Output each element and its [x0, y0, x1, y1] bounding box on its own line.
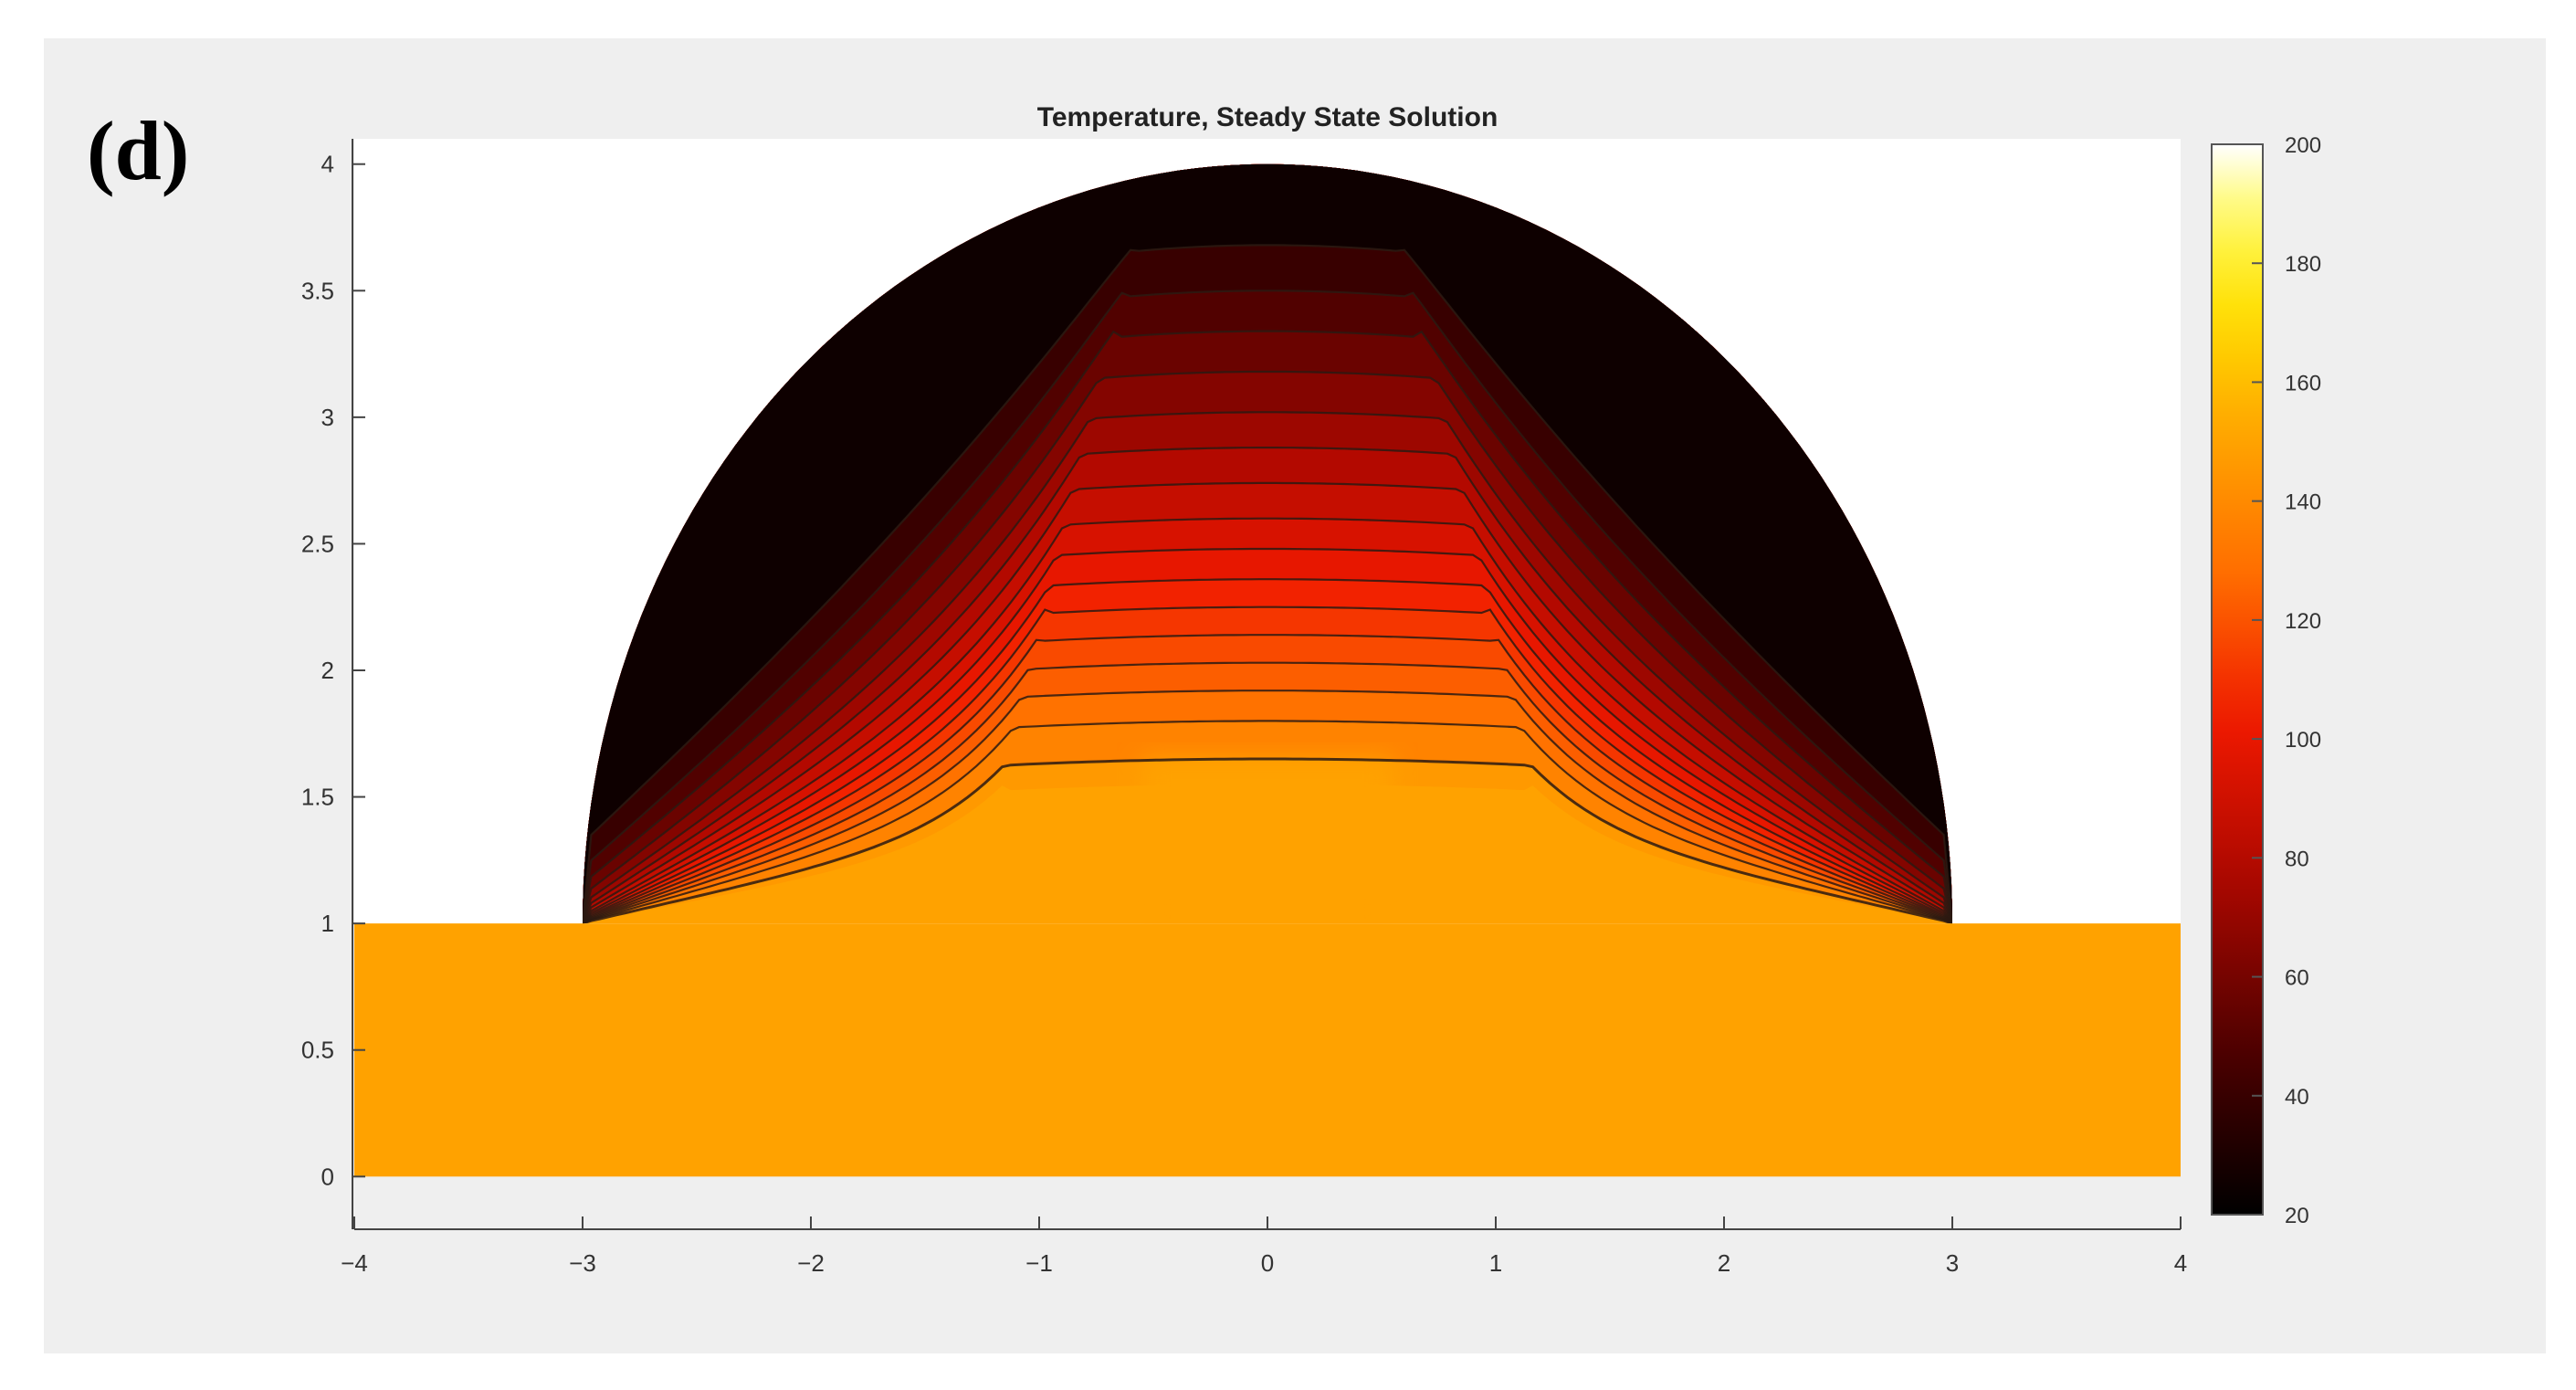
y-tick-label: 0	[321, 1163, 334, 1190]
x-tick-label: −2	[797, 1249, 825, 1277]
x-tick-label: 1	[1489, 1249, 1502, 1277]
chart-title: Temperature, Steady State Solution	[1037, 102, 1498, 132]
colorbar-tick-label: 200	[2285, 133, 2321, 158]
colorbar-tick-label: 60	[2285, 966, 2309, 991]
contour-line	[583, 370, 1952, 924]
contour-line	[583, 720, 1952, 924]
x-tick-label: −4	[341, 1249, 368, 1277]
y-tick-label: 0.5	[301, 1037, 334, 1064]
contour-line	[583, 517, 1952, 924]
colorbar-tick-label: 40	[2285, 1085, 2309, 1110]
panel-label: (d)	[87, 104, 190, 197]
field-band	[583, 163, 1952, 924]
y-tick-label: 2	[321, 657, 334, 684]
x-tick-label: −3	[569, 1249, 596, 1277]
plot-layer	[354, 163, 2181, 1177]
y-tick-label: 3	[321, 404, 334, 431]
contour-line	[583, 690, 1952, 924]
x-tick-label: −1	[1025, 1249, 1053, 1277]
contour-line	[583, 411, 1952, 924]
contour-line	[583, 330, 1952, 924]
contour-line	[583, 547, 1952, 924]
y-tick-label: 4	[321, 151, 334, 178]
x-tick-label: 0	[1261, 1249, 1274, 1277]
axes-layer: −4 −3 −2 −1 0 1 2 3 4 0 0.5 1 1.5 2 2.5 3 3.5 4	[301, 139, 2187, 1277]
x-tick-label: 2	[1718, 1249, 1730, 1277]
colorbar: 20 40 60 80 100 120 140 160 180 200	[2211, 133, 2321, 1228]
colorbar-tick-label: 160	[2285, 371, 2321, 395]
y-tick-label: 2.5	[301, 530, 334, 557]
contour-line	[583, 757, 1952, 924]
contour-lines	[583, 244, 1952, 924]
heat-source	[1141, 759, 1393, 924]
contour-line	[583, 661, 1952, 924]
contour-line	[583, 290, 1952, 924]
colorbar-tick-label: 120	[2285, 609, 2321, 634]
base-slab	[354, 923, 2181, 1177]
colorbar-tick-label: 80	[2285, 847, 2309, 871]
colorbar-tick-label: 100	[2285, 728, 2321, 753]
y-tick-label: 3.5	[301, 277, 334, 304]
contour-line	[583, 244, 1952, 924]
x-tick-label: 4	[2174, 1249, 2187, 1277]
colorbar-bar	[2211, 143, 2264, 1216]
y-tick-label: 1	[321, 910, 334, 937]
colorbar-tick-label: 20	[2285, 1204, 2309, 1228]
contour-line	[583, 634, 1952, 924]
contour-line	[583, 481, 1952, 924]
contour-line	[583, 578, 1952, 924]
contour-line	[583, 447, 1952, 924]
y-tick-label: 1.5	[301, 784, 334, 811]
colorbar-tick-label: 140	[2285, 490, 2321, 515]
x-tick-label: 3	[1946, 1249, 1959, 1277]
colorbar-tick-label: 180	[2285, 252, 2321, 277]
contour-line	[583, 605, 1952, 924]
temperature-field	[583, 163, 1952, 924]
